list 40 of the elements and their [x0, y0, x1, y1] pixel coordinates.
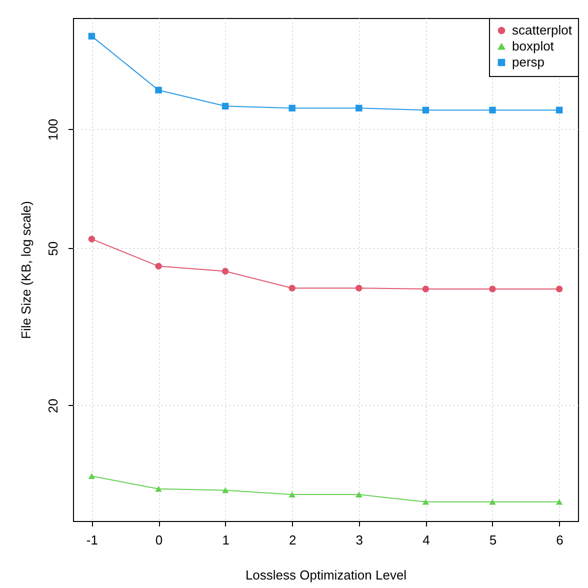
point	[288, 104, 296, 112]
x-axis-title: Lossless Optimization Level	[245, 568, 407, 582]
point	[222, 102, 229, 110]
point	[222, 268, 229, 275]
point	[422, 286, 430, 292]
point	[155, 486, 162, 492]
x-tick-label: -1	[86, 532, 98, 548]
point	[422, 499, 430, 505]
point	[422, 106, 430, 114]
y-tick-label: 100	[46, 118, 60, 140]
legend-label: boxplot	[512, 38, 554, 54]
x-tick-label: 1	[222, 532, 230, 548]
point	[489, 106, 496, 114]
x-tick-label: 2	[288, 532, 296, 548]
point	[88, 473, 96, 479]
point	[356, 104, 362, 112]
x-tick-label: 6	[556, 532, 564, 548]
point	[88, 32, 96, 40]
y-tick-label: 50	[46, 241, 60, 256]
point	[356, 284, 362, 292]
point	[556, 106, 563, 114]
point	[155, 86, 162, 94]
legend-label: persp	[512, 54, 545, 70]
x-tick-label: 4	[422, 532, 430, 548]
point	[356, 492, 362, 498]
x-tick-label: 0	[155, 532, 163, 548]
legend-label: scatterplot	[512, 22, 572, 38]
x-tick-label: 5	[489, 532, 497, 548]
point	[288, 284, 296, 292]
point	[556, 286, 563, 292]
y-axis-title: File Size (KB, log scale)	[18, 201, 34, 339]
point	[222, 487, 229, 494]
point	[489, 286, 496, 292]
x-tick-label: 3	[356, 532, 364, 548]
point	[489, 499, 496, 505]
point	[155, 262, 162, 270]
point	[88, 236, 96, 242]
point	[288, 492, 296, 498]
y-tick-label: 20	[46, 398, 60, 414]
point	[556, 499, 563, 505]
